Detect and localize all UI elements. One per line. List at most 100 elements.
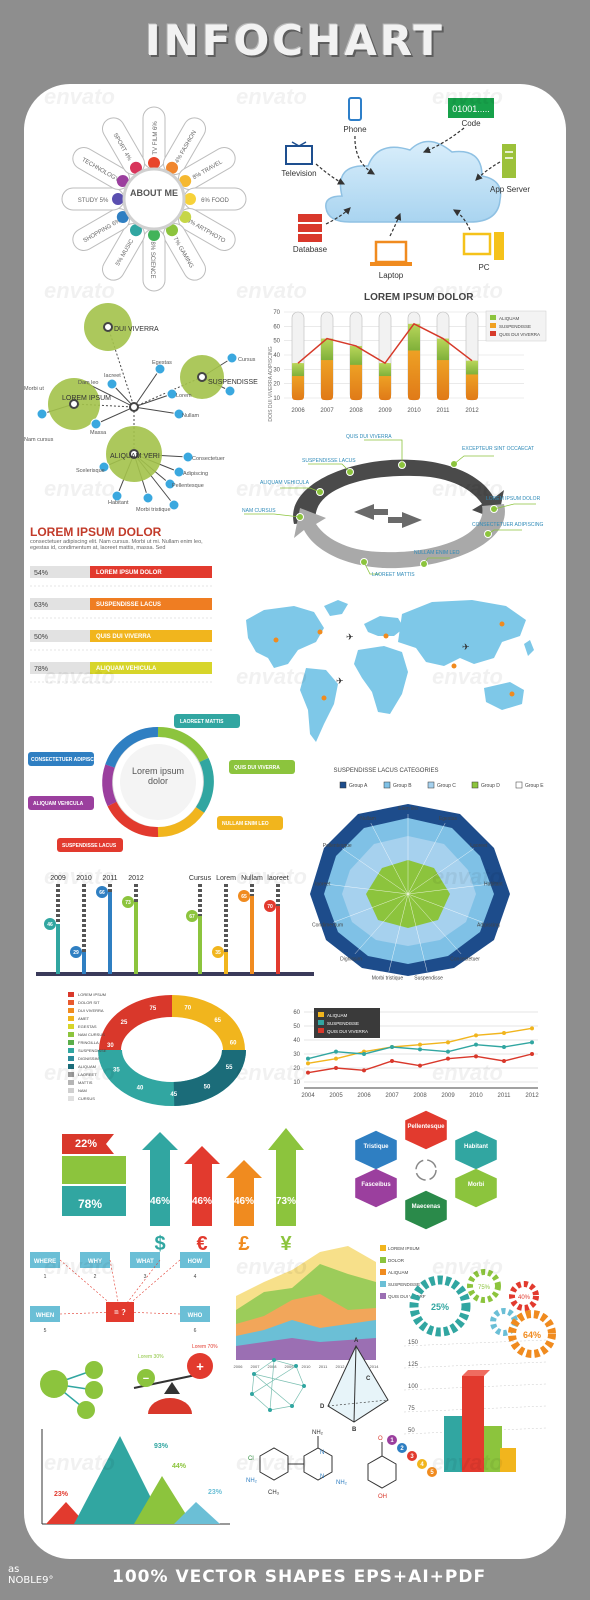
pin-marker xyxy=(186,910,198,922)
cycle-label: QUIS DUI VIVERRA xyxy=(346,434,392,440)
arrow-left-icon xyxy=(354,504,388,520)
progress-percent: 54% xyxy=(34,570,48,577)
envato-watermark: envato xyxy=(236,864,307,889)
radar-axis-label: Suspendisse xyxy=(414,976,443,982)
envato-watermark: envato xyxy=(236,278,307,303)
number-label: 1 xyxy=(390,1438,394,1444)
petal-color xyxy=(166,224,178,237)
radar-axis-label: Habitant xyxy=(484,882,503,888)
question-number: 5 xyxy=(44,1328,47,1334)
y-tick-label: 70 xyxy=(273,310,280,316)
gear-value: 40% xyxy=(518,1295,531,1301)
petal: SPORT 4% xyxy=(102,117,145,175)
tube-fill-top xyxy=(379,363,391,377)
gear-icon xyxy=(467,1269,501,1303)
ring-label: CONSECTETUER ADIPISCING xyxy=(31,757,103,763)
code-text: 01001..... xyxy=(452,104,490,114)
word-label: Cursus xyxy=(189,875,212,882)
radar-axis xyxy=(370,823,409,895)
legend-swatch xyxy=(68,1024,74,1029)
progress-label: QUIS DUI VIVERRA xyxy=(96,634,152,640)
progress-title: LOREM IPSUM DOLOR xyxy=(30,525,162,539)
legend-label: DOLOR xyxy=(388,1258,405,1263)
ring-label: LAOREET MATTIS xyxy=(180,719,224,725)
cloud-node-label: Television xyxy=(281,169,316,178)
petal-dot xyxy=(112,193,124,205)
pin-value: 46 xyxy=(47,922,53,928)
y-tick-label: 20 xyxy=(293,1066,300,1072)
petal-dot xyxy=(130,161,142,174)
legend-swatch xyxy=(68,1064,74,1069)
petal: 8% TRAVEL xyxy=(178,147,236,190)
radar-axis xyxy=(333,893,409,923)
hexagon xyxy=(405,1110,447,1150)
hub-label: DUI VIVERRA xyxy=(114,326,159,333)
pin-value: 70 xyxy=(267,904,273,910)
number-label: 3 xyxy=(410,1454,414,1460)
legend-swatch xyxy=(427,781,435,789)
radar-axis-label: Egestas xyxy=(439,816,458,822)
progress-fill xyxy=(90,598,212,610)
petal-color xyxy=(112,193,124,205)
petal-dot xyxy=(166,224,178,237)
legend-label: SUSPENDISSE xyxy=(388,1282,420,1287)
legend-swatch xyxy=(68,992,74,997)
pin-marker xyxy=(44,918,56,930)
questions-diagram: WHERE 1 WHY 2 WHAT 3 HOW 4 WHEN 5 WHO 6 = ? xyxy=(30,1252,210,1334)
cycle-label: ALIQUAM VEHICULA xyxy=(260,480,310,486)
y-tick-label: 40 xyxy=(293,1038,300,1044)
x-tick-label: 2012 xyxy=(336,1364,346,1369)
pin-value: 65 xyxy=(241,894,247,900)
petal-dot xyxy=(184,193,196,205)
hexagon-cycle: Pellentesque Habitant Morbi Maecenas Fasceib… xyxy=(355,1110,497,1230)
y-axis-label: DOIS DUI VIVERRA ADIPISCING xyxy=(268,346,274,421)
pin-marker xyxy=(122,896,134,908)
word-label: Lorem xyxy=(216,875,236,882)
minus-icon: − xyxy=(143,1373,149,1385)
pin-value: 29 xyxy=(73,950,79,956)
donut-value: 50 xyxy=(204,1084,211,1090)
progress-percent: 63% xyxy=(34,602,48,609)
number-badge xyxy=(427,1467,437,1477)
envato-watermark: envato xyxy=(236,84,307,109)
petal-color xyxy=(116,211,129,223)
legend-label: CURSUS xyxy=(78,1096,95,1101)
leaf-label: Adipiscing xyxy=(183,471,208,477)
year-label: 2010 xyxy=(76,875,92,882)
data-point xyxy=(362,1068,366,1073)
legend-label: Group E xyxy=(525,783,544,789)
legend-label: AMET xyxy=(78,1016,90,1021)
balance-scale: − + Lorem 70% Lorem 30% xyxy=(133,1344,218,1414)
x-tick-label: 2005 xyxy=(329,1093,343,1099)
legend-label: MATTIS xyxy=(78,1080,93,1085)
radar-axis-label: Consectetuer xyxy=(450,956,480,962)
progress-fill xyxy=(90,630,212,642)
arrow-value: 73% xyxy=(276,1196,296,1207)
data-point xyxy=(502,1059,506,1063)
legend-label: Group D xyxy=(481,783,500,789)
x-tick-label: 2011 xyxy=(437,408,451,414)
radar-axis xyxy=(388,893,409,972)
leaf-label: Iacreet xyxy=(104,373,121,379)
euro-icon: € xyxy=(196,1233,207,1255)
legend-label: DIGNISSIM xyxy=(78,1056,99,1061)
legend-label: Group C xyxy=(437,783,456,789)
progress-bars: LOREM IPSUM DOLOR consectetuer adipiscin… xyxy=(30,525,212,683)
petal-label: 8% SCIENCE xyxy=(149,241,155,278)
y-tick-label: 125 xyxy=(408,1362,419,1368)
balance-label: Lorem 30% xyxy=(138,1354,164,1360)
radar-axis xyxy=(407,893,428,972)
envato-watermark: envato xyxy=(432,278,503,303)
data-point xyxy=(306,1070,310,1075)
question-label: HOW xyxy=(188,1259,203,1265)
radar-axis-label: Morbi tristique xyxy=(372,976,404,982)
petal-label: 6% FOOD xyxy=(201,198,229,204)
footer-tagline: 100% VECTOR SHAPES EPS+AI+PDF xyxy=(112,1567,487,1587)
envato-watermark: envato xyxy=(44,664,115,689)
question-box xyxy=(180,1306,210,1322)
connector xyxy=(119,1259,181,1313)
donut-value: 35 xyxy=(113,1067,120,1073)
data-point xyxy=(446,1040,450,1045)
arrow-up-icon xyxy=(268,1128,304,1226)
